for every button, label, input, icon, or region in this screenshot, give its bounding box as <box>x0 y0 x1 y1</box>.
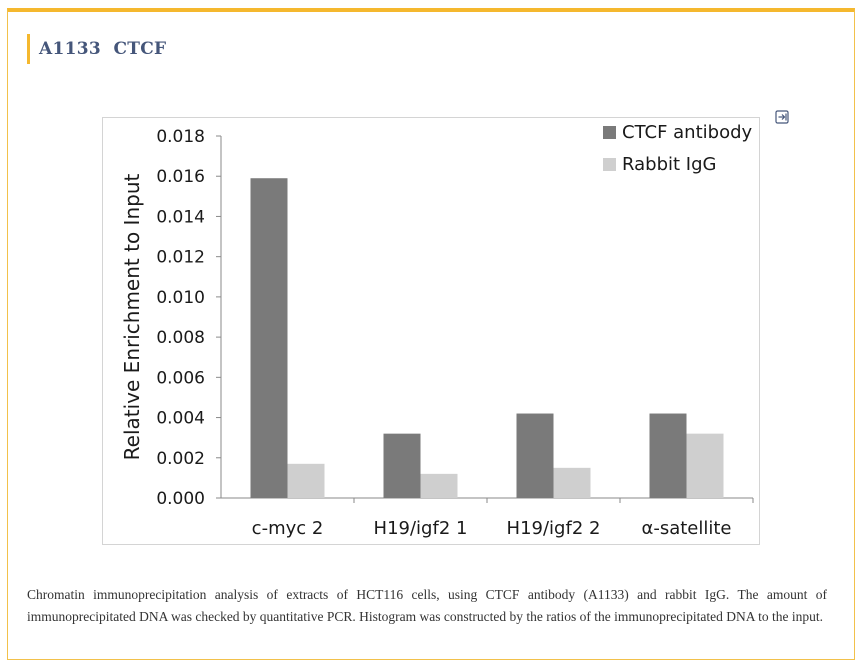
bar-igg <box>287 463 325 498</box>
bar-igg <box>420 473 458 498</box>
legend-label: CTCF antibody <box>622 122 753 143</box>
y-tick-label: 0.006 <box>156 368 205 388</box>
y-tick-label: 0.002 <box>156 449 205 469</box>
bar-chart: 0.000 0.002 0.004 0.006 0.008 0.010 0.012 0.014… <box>120 122 754 539</box>
expand-icon[interactable] <box>775 110 789 124</box>
x-tick-label: c-myc 2 <box>252 518 324 539</box>
y-tick-label: 0.010 <box>156 288 205 308</box>
y-tick-label: 0.000 <box>156 489 205 509</box>
bar-igg <box>553 467 591 498</box>
bar-ctcf <box>383 433 421 498</box>
y-tick-label: 0.016 <box>156 167 205 187</box>
x-tick-label: H19/igf2 1 <box>374 518 468 539</box>
section-header: A1133 CTCF <box>27 34 166 64</box>
bar-ctcf <box>516 413 554 498</box>
x-tick-label: H19/igf2 2 <box>507 518 601 539</box>
bar-igg <box>686 433 724 498</box>
bar-ctcf <box>250 178 288 498</box>
legend-swatch <box>603 126 616 139</box>
y-tick-label: 0.004 <box>156 409 205 429</box>
y-axis-title: Relative Enrichment to Input <box>120 174 144 461</box>
figure-caption: Chromatin immunoprecipitation analysis o… <box>27 586 827 624</box>
legend-label: Rabbit IgG <box>622 154 716 175</box>
chart-figure: 0.000 0.002 0.004 0.006 0.008 0.010 0.012 0.014… <box>102 117 760 545</box>
y-tick-label: 0.008 <box>156 328 205 348</box>
page-title: A1133 CTCF <box>39 39 167 59</box>
bar-ctcf <box>649 413 687 498</box>
y-tick-label: 0.018 <box>156 127 205 147</box>
y-tick-label: 0.012 <box>156 248 205 268</box>
y-tick-label: 0.014 <box>156 207 205 227</box>
x-tick-label: α-satellite <box>641 518 731 539</box>
legend-swatch <box>603 158 616 171</box>
